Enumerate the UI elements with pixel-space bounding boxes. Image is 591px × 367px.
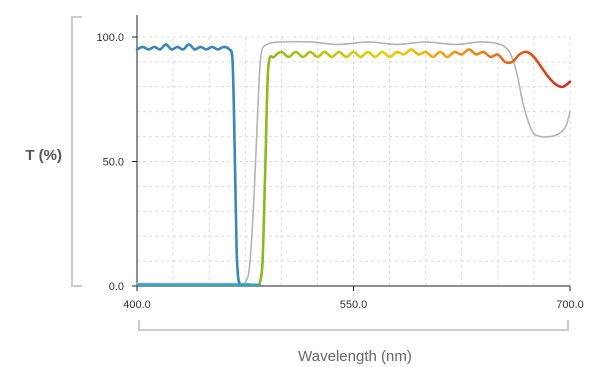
x-tick-label: 550.0 [340, 299, 368, 311]
series-line-gray [136, 40, 571, 285]
x-tick-label: 400.0 [123, 299, 151, 311]
y-tick-label: 50.0 [103, 157, 124, 169]
y-tick-label: 100.0 [96, 32, 124, 44]
y-axis-label: T (%) [25, 147, 62, 164]
grid [137, 36, 571, 286]
x-ticks: 400.0 550.0 700.0 [123, 286, 584, 311]
series-layer [135, 40, 572, 287]
x-axis-bracket [138, 320, 569, 331]
x-tick-label: 700.0 [556, 299, 584, 311]
series-line-blue [135, 43, 241, 285]
x-axis-label: Wavelength (nm) [298, 348, 412, 365]
y-ticks: 0.0 50.0 100.0 [96, 32, 137, 293]
y-tick-label: 0.0 [109, 281, 124, 293]
y-axis-bracket [71, 16, 82, 287]
series-line-spectral-gradient [258, 48, 572, 285]
